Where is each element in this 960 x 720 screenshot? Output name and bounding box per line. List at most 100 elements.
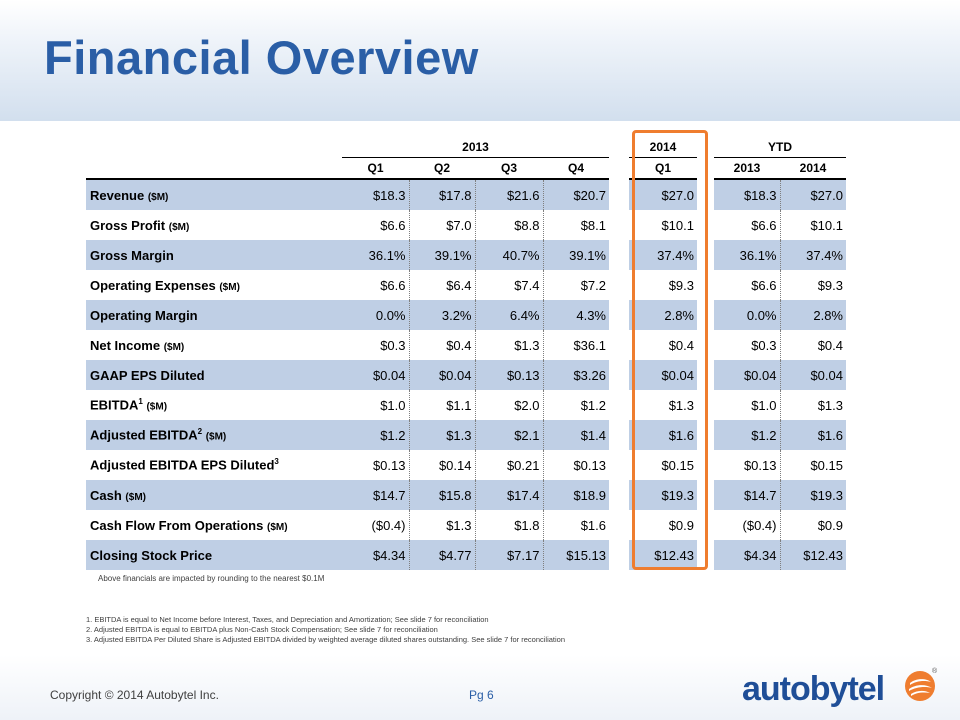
value-cell: $7.2 bbox=[580, 277, 606, 293]
table-row: Cash ($M) $14.7 $15.8 $17.4 $18.9 $19.3 $14.7 $… bbox=[86, 480, 846, 510]
row-label: Gross Profit ($M) bbox=[86, 210, 342, 240]
row-label: Adjusted EBITDA EPS Diluted3 bbox=[86, 450, 342, 480]
registered-mark: ® bbox=[932, 668, 938, 675]
footnote-3: 3. Adjusted EBITDA Per Diluted Share is … bbox=[86, 635, 566, 644]
column-gap bbox=[609, 300, 629, 330]
value-cell: $10.1 bbox=[810, 217, 843, 233]
value-cell: $6.4 bbox=[409, 270, 476, 300]
column-gap bbox=[609, 330, 629, 360]
value-cell: $7.0 bbox=[409, 210, 476, 240]
row-label: Revenue ($M) bbox=[86, 179, 342, 210]
value-cell: $0.3 bbox=[342, 330, 410, 360]
value-cell: $0.9 bbox=[668, 517, 694, 533]
value-cell: $8.8 bbox=[475, 210, 544, 240]
row-label-text: Adjusted EBITDA EPS Diluted bbox=[90, 457, 275, 473]
column-group-2013: 2013 bbox=[342, 137, 609, 158]
table-row: EBITDA1 ($M) $1.0 $1.1 $2.0 $1.2 $1.3 $1.0 $1.3 bbox=[86, 390, 846, 420]
value-cell: $0.04 bbox=[780, 360, 846, 390]
row-label-text: Cash bbox=[90, 487, 122, 503]
value-cell: $0.4 bbox=[409, 330, 476, 360]
table-row: GAAP EPS Diluted $0.04 $0.04 $0.13 $3.26 $0.0… bbox=[86, 360, 846, 390]
value-cell: $6.6 bbox=[342, 210, 410, 240]
value-cell: $1.3 bbox=[817, 397, 843, 413]
value-cell: $1.1 bbox=[409, 390, 476, 420]
value-cell: $18.9 bbox=[543, 480, 609, 510]
value-cell: $0.3 bbox=[714, 330, 781, 360]
table-row: Operating Expenses ($M) $6.6 $6.4 $7.4 $7.2 $… bbox=[86, 270, 846, 300]
value-cell: $9.3 bbox=[817, 277, 843, 293]
row-unit: ($M) bbox=[125, 491, 146, 503]
row-label-text: Closing Stock Price bbox=[90, 547, 213, 563]
value-cell: $1.6 bbox=[780, 420, 846, 450]
value-cell: $36.1 bbox=[573, 337, 606, 353]
value-cell: 3.2% bbox=[409, 300, 476, 330]
row-label-text: GAAP EPS Diluted bbox=[90, 367, 205, 383]
value-cell: $0.15 bbox=[810, 457, 843, 473]
row-unit: ($M) bbox=[146, 401, 168, 413]
value-cell: $1.2 bbox=[714, 420, 781, 450]
value-cell: $15.13 bbox=[543, 540, 609, 570]
column-header-q1-2014: Q1 bbox=[629, 157, 697, 180]
row-label: Cash ($M) bbox=[86, 480, 342, 510]
row-unit: ($M) bbox=[205, 431, 227, 443]
value-cell: $2.1 bbox=[475, 420, 544, 450]
logo-wordmark: autobytel bbox=[742, 670, 885, 708]
value-cell: 39.1% bbox=[409, 240, 476, 270]
row-label-text: Gross Margin bbox=[90, 247, 174, 263]
column-group-ytd: YTD bbox=[714, 137, 846, 158]
row-label-text: EBITDA bbox=[90, 397, 139, 413]
row-unit: ($M) bbox=[266, 521, 288, 533]
value-cell: $15.8 bbox=[409, 480, 476, 510]
swoosh-logo-icon bbox=[905, 671, 935, 701]
value-cell: $20.7 bbox=[543, 179, 609, 210]
table-row: Revenue ($M) $18.3 $17.8 $21.6 $20.7 $27.0 $18… bbox=[86, 179, 846, 210]
footnote-marker: 2 bbox=[197, 427, 203, 437]
column-gap bbox=[609, 450, 629, 480]
value-cell: $18.3 bbox=[714, 179, 781, 210]
value-cell: $0.04 bbox=[409, 360, 476, 390]
header-row-quarters: Q1 Q2 Q3 Q4 Q1 2013 2014 bbox=[86, 157, 846, 180]
value-cell: ($0.4) bbox=[342, 510, 410, 540]
column-header-ytd-2013: 2013 bbox=[714, 157, 780, 180]
page-title: Financial Overview bbox=[44, 31, 479, 84]
column-gap bbox=[609, 510, 629, 540]
column-gap bbox=[609, 179, 629, 210]
row-label: Adjusted EBITDA2 ($M) bbox=[86, 420, 342, 450]
value-cell: $17.4 bbox=[475, 480, 544, 510]
footer-band bbox=[0, 655, 960, 720]
value-cell: $1.0 bbox=[714, 390, 781, 420]
row-label-text: Operating Expenses bbox=[90, 277, 216, 293]
value-cell: $12.43 bbox=[780, 540, 846, 570]
rounding-note: Above financials are impacted by roundin… bbox=[98, 574, 325, 583]
value-cell: $6.6 bbox=[714, 270, 781, 300]
value-cell: 37.4% bbox=[780, 240, 846, 270]
value-cell: $0.13 bbox=[573, 457, 606, 473]
value-cell: ($0.4) bbox=[714, 510, 781, 540]
row-unit: ($M) bbox=[163, 341, 185, 353]
column-header-q2: Q2 bbox=[409, 157, 475, 180]
value-cell: 6.4% bbox=[475, 300, 544, 330]
value-cell: 36.1% bbox=[342, 240, 410, 270]
value-cell: $0.9 bbox=[817, 517, 843, 533]
table-row: Gross Margin 36.1% 39.1% 40.7% 39.1% 37.4% 36.… bbox=[86, 240, 846, 270]
financial-table: 2013 2014 YTD Q1 Q2 Q3 Q4 Q1 2013 2014 R… bbox=[86, 137, 846, 570]
value-cell: $0.14 bbox=[409, 450, 476, 480]
value-cell: $6.6 bbox=[342, 270, 410, 300]
value-cell: 0.0% bbox=[714, 300, 781, 330]
table-row: Cash Flow From Operations ($M) ($0.4) $1.3… bbox=[86, 510, 846, 540]
row-unit: ($M) bbox=[219, 281, 240, 293]
row-label-text: Adjusted EBITDA bbox=[90, 427, 198, 443]
value-cell: $1.2 bbox=[342, 420, 410, 450]
value-cell: $4.77 bbox=[409, 540, 476, 570]
value-cell: $4.34 bbox=[714, 540, 781, 570]
q1-2014-highlight-box bbox=[632, 130, 708, 570]
value-cell: $0.13 bbox=[475, 360, 544, 390]
value-cell: $14.7 bbox=[714, 480, 781, 510]
table-row: Adjusted EBITDA2 ($M) $1.2 $1.3 $2.1 $1.4 $1.… bbox=[86, 420, 846, 450]
value-cell: $27.0 bbox=[780, 179, 846, 210]
value-cell: $0.21 bbox=[475, 450, 544, 480]
column-gap bbox=[609, 540, 629, 570]
table-row: Adjusted EBITDA EPS Diluted3 $0.13 $0.14 $0… bbox=[86, 450, 846, 480]
row-unit: ($M) bbox=[168, 221, 190, 233]
value-cell: $1.0 bbox=[342, 390, 410, 420]
